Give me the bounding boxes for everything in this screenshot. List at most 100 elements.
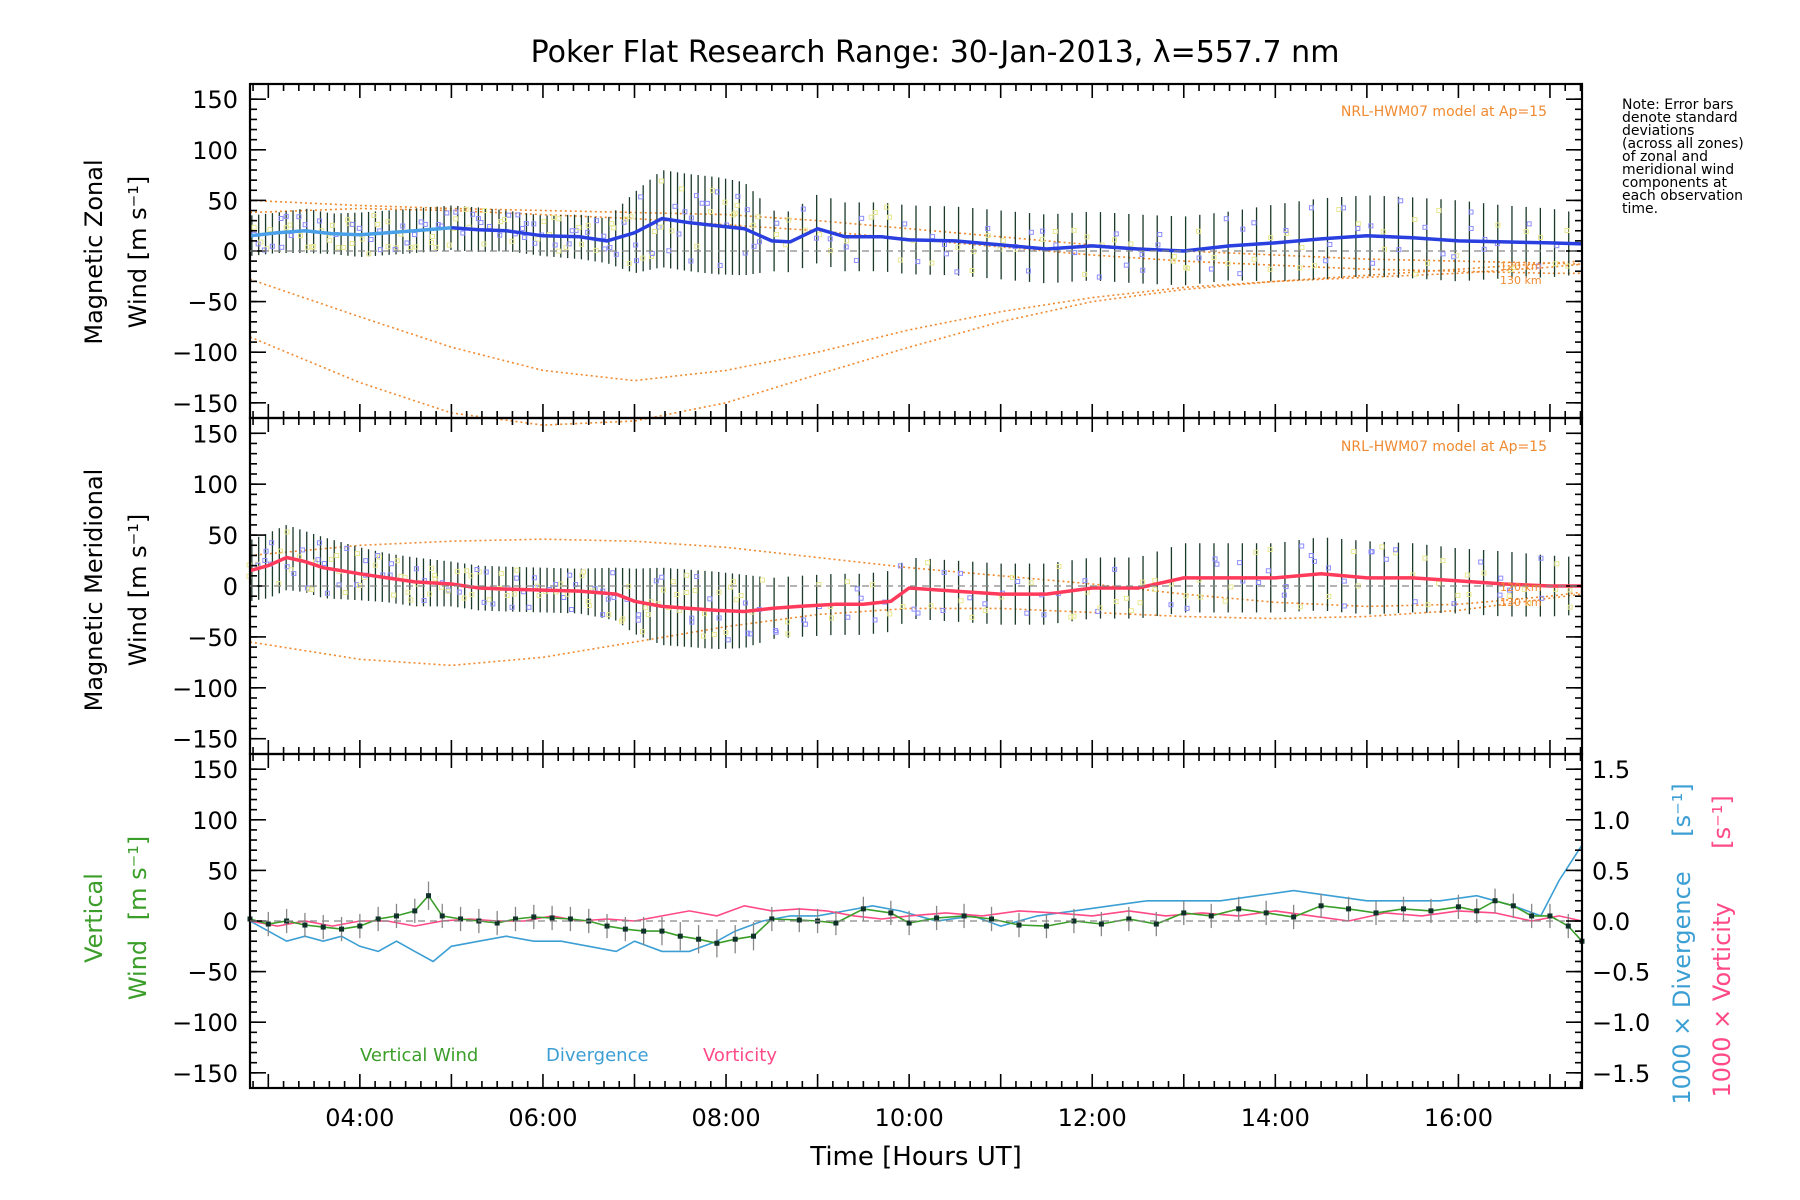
zone-sample xyxy=(707,209,713,215)
divergence-ylabel-units: [s⁻¹] xyxy=(1668,783,1696,837)
zone-sample xyxy=(296,214,302,220)
y-tick-label: −50 xyxy=(187,289,238,317)
vertical-wind-point xyxy=(833,920,839,926)
zone-sample xyxy=(563,244,569,250)
zone-sample xyxy=(394,558,400,564)
zone-sample xyxy=(645,612,651,618)
zone-sample xyxy=(1311,558,1317,564)
legend-vorticity: Vorticity xyxy=(703,1045,777,1066)
zone-sample xyxy=(1325,565,1331,571)
zone-sample xyxy=(669,228,675,234)
zone-sample xyxy=(1139,252,1145,258)
zone-sample xyxy=(1137,600,1143,606)
vertical-wind-point xyxy=(549,915,555,921)
zone-sample xyxy=(532,240,538,246)
zone-sample xyxy=(288,567,294,573)
zone-sample xyxy=(785,631,791,637)
zone-sample xyxy=(774,220,780,226)
zone-sample xyxy=(359,236,365,242)
zone-sample xyxy=(1267,547,1273,553)
zone-sample xyxy=(638,194,644,200)
zone-sample xyxy=(1481,570,1487,576)
zone-sample xyxy=(969,614,975,620)
zone-sample xyxy=(283,213,289,219)
zone-sample xyxy=(456,589,462,595)
zone-sample xyxy=(982,601,988,607)
zone-sample xyxy=(844,238,850,244)
zone-sample xyxy=(1539,595,1545,601)
zone-sample xyxy=(1223,216,1229,222)
zone-sample xyxy=(1140,579,1146,585)
zone-sample xyxy=(385,219,391,225)
y-tick-label: −100 xyxy=(172,339,238,367)
zone-sample xyxy=(308,587,314,593)
zone-sample xyxy=(711,631,717,637)
zone-sample xyxy=(954,269,960,275)
zone-sample xyxy=(342,590,348,596)
zone-sample xyxy=(366,251,372,257)
zone-sample xyxy=(1521,586,1527,592)
zone-sample xyxy=(474,567,480,573)
zone-sample xyxy=(1506,593,1512,599)
y-tick-label: −150 xyxy=(172,390,238,418)
zone-sample xyxy=(461,595,467,601)
vertical-wind-point xyxy=(1428,908,1434,914)
vertical-ylabel-vertical: Vertical xyxy=(80,873,108,963)
zone-sample xyxy=(1468,225,1474,231)
zone-sample xyxy=(716,589,722,595)
zone-sample xyxy=(626,261,632,267)
vertical-wind-point xyxy=(302,922,308,928)
zone-sample xyxy=(628,214,634,220)
vertical-wind-point xyxy=(439,913,445,919)
zone-sample xyxy=(652,229,658,235)
zone-sample xyxy=(269,243,275,249)
zone-sample xyxy=(786,217,792,223)
y-tick-label: −50 xyxy=(187,624,238,652)
zone-sample xyxy=(1308,553,1314,559)
zone-sample xyxy=(639,629,645,635)
zone-sample xyxy=(388,561,394,567)
vertical-wind-point xyxy=(265,921,271,927)
zone-sample xyxy=(263,548,269,554)
note-line: (across all zones) xyxy=(1622,136,1744,152)
zone-sample xyxy=(701,633,707,639)
vertical-wind-point xyxy=(1016,922,1022,928)
zone-sample xyxy=(1123,595,1129,601)
zone-sample xyxy=(514,567,520,573)
zone-sample xyxy=(522,234,528,240)
zonal-marks xyxy=(249,170,1583,426)
zone-sample xyxy=(1152,586,1158,592)
vertical-wind-point xyxy=(1181,910,1187,916)
zone-sample xyxy=(982,608,988,614)
vertical-wind-point xyxy=(732,936,738,942)
zone-sample xyxy=(1495,222,1501,228)
zone-sample xyxy=(872,210,878,216)
zone-sample xyxy=(413,566,419,572)
zone-sample xyxy=(1379,544,1385,550)
zone-sample xyxy=(1380,229,1386,235)
y2-tick-label: −1.0 xyxy=(1592,1009,1650,1037)
zone-sample xyxy=(344,545,350,551)
zone-sample xyxy=(714,189,720,195)
zone-sample xyxy=(1297,604,1303,610)
zone-sample xyxy=(1440,251,1446,257)
zone-sample xyxy=(514,575,520,581)
zone-sample xyxy=(1336,206,1342,212)
zone-sample xyxy=(432,576,438,582)
zone-sample xyxy=(536,593,542,599)
zone-sample xyxy=(897,563,903,569)
meridional-model-label: NRL-HWM07 model at Ap=15 xyxy=(1341,439,1547,455)
zone-sample xyxy=(470,211,476,217)
vertical-wind-point xyxy=(412,908,418,914)
zone-sample xyxy=(1140,267,1146,273)
zone-sample xyxy=(334,553,340,559)
zone-sample xyxy=(1370,260,1376,266)
zone-sample xyxy=(1168,602,1174,608)
zone-sample xyxy=(633,242,639,248)
zone-sample xyxy=(785,619,791,625)
zone-sample xyxy=(942,241,948,247)
zone-sample xyxy=(579,241,585,247)
zone-sample xyxy=(773,232,779,238)
zone-sample xyxy=(1425,260,1431,266)
zone-sample xyxy=(433,244,439,250)
